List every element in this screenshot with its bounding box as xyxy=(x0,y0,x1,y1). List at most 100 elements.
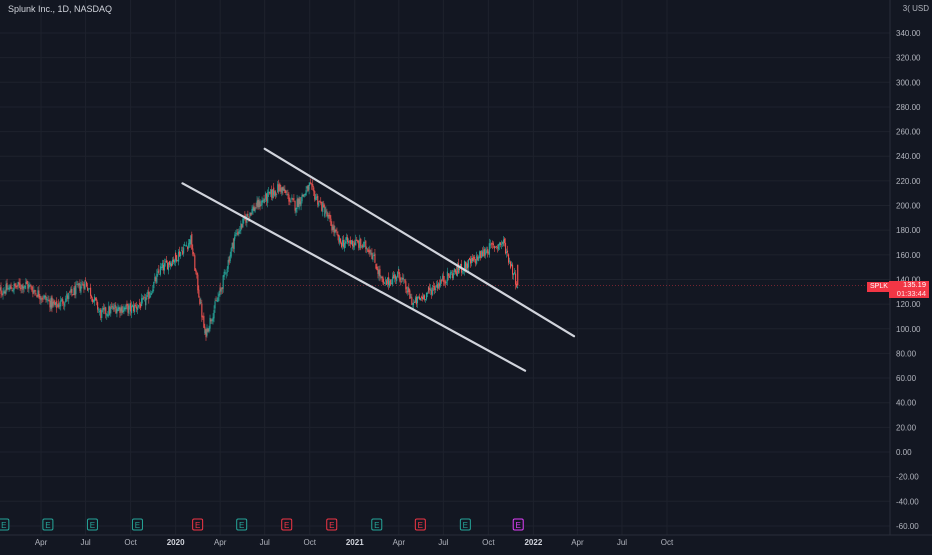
time-axis[interactable]: Apr Jul Oct 2020 Apr Jul Oct 2021 Apr Jul Oct 2022 A… xyxy=(35,538,674,547)
candle-body xyxy=(208,327,210,332)
candle-body xyxy=(164,261,167,263)
candle-body xyxy=(104,307,106,311)
candle-body xyxy=(239,230,241,232)
candle-body xyxy=(165,260,168,263)
candle-body xyxy=(375,264,377,269)
candle-body xyxy=(277,184,279,193)
candle-body xyxy=(347,237,349,243)
earnings-marker-beat[interactable]: E xyxy=(42,518,54,531)
earnings-marker-miss[interactable]: E xyxy=(326,518,338,531)
candle-body xyxy=(247,214,249,216)
candle-body xyxy=(21,284,23,289)
candle-body xyxy=(205,329,207,338)
earnings-marker-beat[interactable]: E xyxy=(236,518,248,531)
channel-lower-line[interactable] xyxy=(181,182,527,372)
candle-body xyxy=(424,299,427,300)
channel-upper-line[interactable] xyxy=(263,147,576,338)
candle-body xyxy=(366,248,368,250)
candle-body xyxy=(503,238,506,244)
candle-body xyxy=(391,282,393,284)
candle-body xyxy=(300,201,302,206)
earnings-marker-beat[interactable]: E xyxy=(0,518,10,531)
earnings-marker-box xyxy=(0,518,10,531)
candle-body xyxy=(169,262,172,267)
candle-body xyxy=(236,233,238,235)
candle-body xyxy=(69,291,71,293)
earnings-marker-miss[interactable]: E xyxy=(281,518,293,531)
candle-body xyxy=(344,242,346,249)
candle-body xyxy=(283,188,285,192)
candle-body xyxy=(494,246,496,248)
candle-body xyxy=(108,306,110,316)
candle-body xyxy=(6,282,8,290)
candle-body xyxy=(438,283,440,289)
earnings-marker-beat[interactable]: E xyxy=(86,518,98,531)
candle-body xyxy=(323,204,325,208)
candle-body xyxy=(418,296,421,300)
candle-body xyxy=(5,284,7,294)
candle-body xyxy=(73,287,75,295)
candle-body xyxy=(99,311,101,313)
candle-body xyxy=(399,274,401,281)
candle-body xyxy=(140,304,142,308)
time-axis-tick-label: 2021 xyxy=(346,538,364,547)
earnings-marker-upcoming[interactable]: E xyxy=(512,518,524,531)
ticker-tag: SPLK xyxy=(867,282,891,292)
candle-body xyxy=(64,302,66,307)
candle-body xyxy=(350,240,352,244)
candle-body xyxy=(209,317,211,329)
candle-body xyxy=(475,259,477,264)
candles-layer[interactable] xyxy=(0,178,519,341)
trend-lines-layer[interactable] xyxy=(181,147,576,372)
candle-body xyxy=(469,258,472,264)
candle-body xyxy=(52,302,54,306)
candle-body xyxy=(268,191,270,193)
candle-body xyxy=(211,319,213,321)
candle-body xyxy=(408,287,410,293)
candle-body xyxy=(281,187,283,194)
candle-body xyxy=(446,271,448,282)
candle-body xyxy=(498,242,500,246)
candle-body xyxy=(229,254,231,262)
candle-body xyxy=(404,280,406,282)
candle-body xyxy=(464,261,467,270)
earnings-marker-beat[interactable]: E xyxy=(459,518,471,531)
earnings-marker-miss[interactable]: E xyxy=(414,518,426,531)
candle-body xyxy=(31,286,33,291)
candle-body xyxy=(265,193,267,200)
currency-label[interactable]: 3( USD xyxy=(902,4,929,13)
price-axis[interactable]: -60.00 -40.00 -20.00 0.00 20.00 40.00 60.00 80.… xyxy=(896,29,921,531)
candle-body xyxy=(359,239,361,249)
earnings-marker-beat[interactable]: E xyxy=(131,518,143,531)
candle-body xyxy=(47,299,49,301)
time-axis-tick-label: Oct xyxy=(661,538,674,547)
candle-body xyxy=(298,198,300,209)
candle-body xyxy=(321,201,323,211)
candle-body xyxy=(325,210,327,212)
candle-body xyxy=(389,280,391,287)
candle-body xyxy=(275,192,277,196)
candle-body xyxy=(252,207,254,211)
candle-body xyxy=(434,286,436,291)
candle-body xyxy=(511,264,513,267)
candle-body xyxy=(190,235,192,245)
candle-body xyxy=(377,269,379,274)
candle-body xyxy=(170,263,173,266)
candle-body xyxy=(227,260,229,269)
candle-body xyxy=(383,281,385,283)
candle-body xyxy=(17,281,19,287)
candle-body xyxy=(204,330,206,334)
candle-body-last[interactable] xyxy=(517,264,519,286)
candle-body xyxy=(304,194,306,195)
price-axis-tick-label: 240.00 xyxy=(896,152,921,161)
candle-body xyxy=(415,296,418,305)
candle-body xyxy=(56,300,58,309)
earnings-marker-beat[interactable]: E xyxy=(371,518,383,531)
earnings-marker-miss[interactable]: E xyxy=(192,518,204,531)
candle-body xyxy=(308,184,310,190)
price-axis-tick-label: 180.00 xyxy=(896,226,921,235)
time-axis-tick-label: Apr xyxy=(214,538,227,547)
